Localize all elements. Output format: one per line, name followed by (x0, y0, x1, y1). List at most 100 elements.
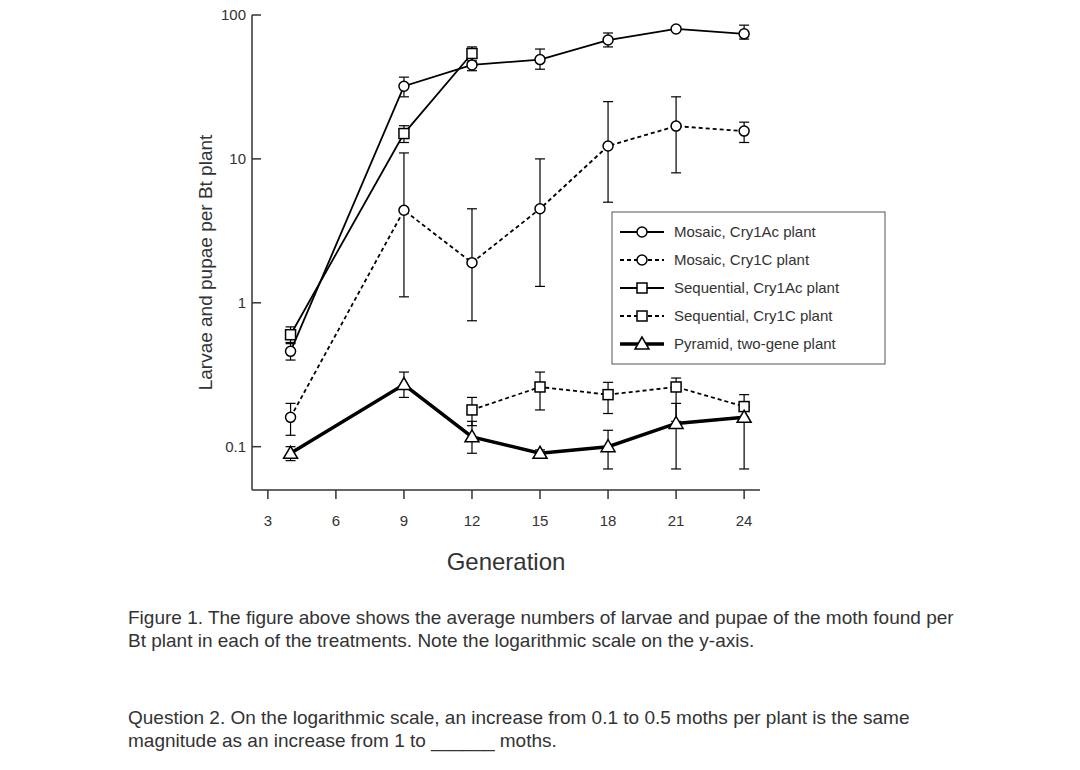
error-bar (535, 159, 545, 286)
error-cap (603, 413, 613, 414)
legend-label: Pyramid, two-gene plant (674, 335, 837, 352)
x-tick-label: 6 (332, 512, 340, 529)
error-bar (739, 25, 749, 39)
error-bar (467, 58, 477, 70)
data-point (286, 412, 296, 422)
data-point (286, 330, 296, 340)
error-cap (603, 468, 613, 469)
error-cap (399, 125, 409, 126)
error-cap (399, 96, 409, 97)
data-point (467, 49, 477, 59)
x-tick (607, 490, 609, 499)
error-cap (739, 122, 749, 123)
error-bar (467, 209, 477, 321)
data-point (603, 390, 613, 400)
error-cap (399, 371, 409, 372)
error-cap (399, 77, 409, 78)
error-cap (603, 101, 613, 102)
error-bar (399, 126, 409, 143)
x-tick-label: 18 (600, 512, 617, 529)
error-bar (399, 77, 409, 97)
data-point (669, 416, 683, 428)
data-point (286, 346, 296, 356)
x-tick-label: 3 (264, 512, 272, 529)
data-point (671, 121, 681, 131)
error-bar (286, 403, 296, 435)
error-cap (671, 403, 681, 404)
y-axis-label: Larvae and pupae per Bt plant (195, 134, 216, 390)
error-cap (603, 32, 613, 33)
error-cap (467, 208, 477, 209)
legend-box (612, 212, 885, 364)
x-tick (675, 490, 677, 499)
error-cap (467, 46, 477, 47)
error-bar (671, 403, 681, 469)
legend-marker (637, 227, 647, 237)
error-cap (399, 152, 409, 153)
legend-label: Mosaic, Cry1Ac plant (674, 223, 817, 240)
error-cap (286, 435, 296, 436)
error-cap (399, 142, 409, 143)
error-cap (671, 172, 681, 173)
error-cap (671, 377, 681, 378)
error-cap (535, 286, 545, 287)
y-tick (252, 446, 261, 448)
error-bar (671, 97, 681, 173)
y-tick (252, 302, 261, 304)
data-point (739, 29, 749, 39)
error-cap (399, 296, 409, 297)
data-point (399, 129, 409, 139)
y-axis (251, 15, 253, 490)
legend-marker (637, 283, 647, 293)
error-bar (399, 153, 409, 297)
error-cap (467, 397, 477, 398)
error-cap (603, 430, 613, 431)
error-cap (286, 460, 296, 461)
error-cap (467, 453, 477, 454)
caption: Figure 1. The figure above shows the ave… (128, 606, 958, 652)
error-bar (603, 102, 613, 203)
y-tick-label: 1 (238, 294, 246, 311)
legend-label: Sequential, Cry1Ac plant (674, 279, 840, 296)
data-point (671, 382, 681, 392)
data-point (533, 446, 547, 458)
error-stem (607, 102, 608, 203)
data-point (603, 35, 613, 45)
error-bar (535, 372, 545, 410)
legend-marker (637, 255, 647, 265)
error-cap (535, 371, 545, 372)
error-cap (286, 359, 296, 360)
legend-marker (637, 311, 647, 321)
error-stem (675, 97, 676, 173)
y-tick (252, 158, 261, 160)
legend: Mosaic, Cry1Ac plant Mosaic, Cry1C plant S… (612, 212, 885, 364)
x-tick (267, 490, 269, 499)
error-cap (467, 320, 477, 321)
error-cap (286, 326, 296, 327)
data-point (737, 410, 751, 422)
error-bar (739, 122, 749, 142)
y-tick-label: 100 (221, 6, 246, 23)
data-point (535, 204, 545, 214)
data-point (399, 205, 409, 215)
series-line (291, 54, 472, 335)
data-point (467, 258, 477, 268)
error-stem (403, 153, 404, 297)
error-cap (671, 468, 681, 469)
error-cap (603, 202, 613, 203)
error-bar (286, 342, 296, 360)
error-bar (286, 327, 296, 344)
data-point (739, 126, 749, 136)
error-cap (739, 142, 749, 143)
y-tick-label: 0.1 (225, 438, 246, 455)
x-tick (471, 490, 473, 499)
legend-marker (635, 337, 649, 349)
x-tick-label: 9 (400, 512, 408, 529)
x-tick-label: 15 (532, 512, 549, 529)
error-cap (399, 397, 409, 398)
data-point (397, 378, 411, 390)
error-bar (603, 33, 613, 47)
error-cap (739, 394, 749, 395)
legend-label: Mosaic, Cry1C plant (674, 251, 810, 268)
error-cap (603, 382, 613, 383)
